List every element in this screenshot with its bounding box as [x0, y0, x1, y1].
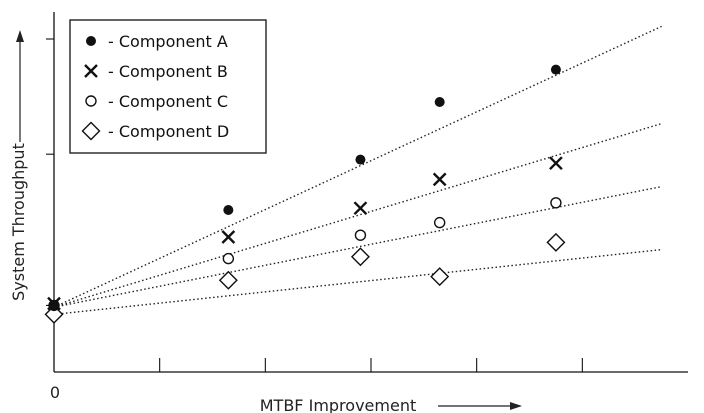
data-point	[550, 197, 562, 209]
legend-entry: - Component A	[108, 32, 228, 51]
cross-stroke	[353, 201, 368, 216]
data-point	[223, 205, 234, 215]
data-point	[353, 201, 368, 216]
legend-entry: - Component C	[108, 92, 228, 111]
trend-line	[53, 185, 662, 308]
data-point	[546, 232, 566, 252]
data-point	[430, 267, 450, 287]
legend-box	[69, 19, 267, 154]
legend-marker	[85, 95, 97, 107]
trend-lines	[53, 25, 662, 316]
x-axis-label: MTBF Improvement	[260, 396, 416, 413]
data-point	[550, 64, 561, 75]
data-point	[355, 154, 366, 165]
cross-stroke	[84, 64, 98, 78]
x-tick-label: 0	[50, 383, 60, 402]
trend-line	[53, 122, 662, 308]
x-axis-arrowhead	[510, 402, 522, 410]
cross-stroke	[221, 230, 236, 244]
y-axis-label: System Throughput	[9, 143, 28, 301]
data-point	[44, 304, 64, 324]
data-point	[432, 172, 447, 187]
cross-stroke	[549, 156, 563, 171]
data-point	[218, 270, 238, 290]
data-point	[549, 156, 563, 171]
y-axis-arrowhead	[16, 30, 24, 42]
cross-stroke	[432, 172, 447, 187]
data-point	[354, 229, 367, 241]
legend-marker	[86, 36, 96, 46]
data-points	[44, 64, 566, 324]
trend-line	[53, 248, 662, 316]
legend-entry: - Component B	[108, 62, 228, 81]
legend: - Component A - Component B - Component C -…	[69, 19, 267, 154]
legend-marker	[81, 121, 101, 141]
data-point	[434, 97, 445, 107]
data-point	[221, 230, 236, 244]
legend-marker	[84, 64, 98, 78]
legend-entry: - Component D	[108, 122, 229, 141]
data-point	[433, 216, 446, 229]
data-point	[49, 300, 59, 311]
data-point	[222, 252, 235, 265]
data-point	[350, 247, 370, 267]
